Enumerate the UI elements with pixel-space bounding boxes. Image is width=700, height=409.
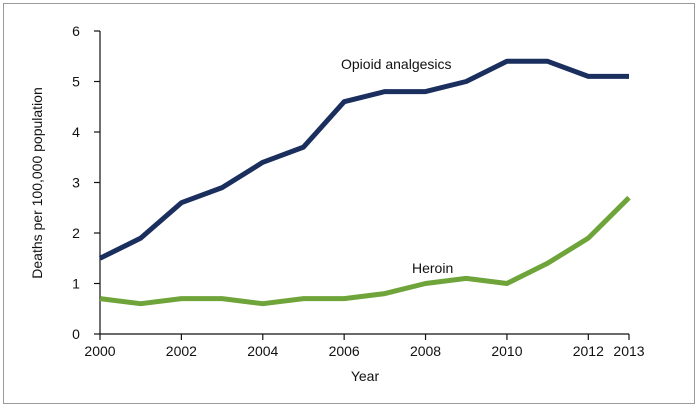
series-line-heroin <box>99 195 631 307</box>
y-tick-label: 1 <box>72 276 80 292</box>
series-line-opioid-analgesics <box>98 58 629 261</box>
x-tick-label: 2010 <box>491 343 522 359</box>
y-tick-label: 2 <box>72 225 80 241</box>
series-label-heroin: Heroin <box>412 260 453 276</box>
series-labels: Opioid analgesics Heroin <box>341 56 453 276</box>
x-tick-label: 2004 <box>247 343 278 359</box>
x-tick-label: 2012 <box>573 343 604 359</box>
x-ticks: 2000 2002 2004 2006 2008 2010 2012 2013 <box>84 334 645 359</box>
y-tick-label: 4 <box>72 124 80 140</box>
y-ticks: 0 1 2 3 4 5 6 <box>72 23 100 342</box>
x-tick-label: 2000 <box>84 343 115 359</box>
x-axis-title: Year <box>351 368 380 384</box>
y-tick-label: 6 <box>72 23 80 39</box>
x-tick-label: 2008 <box>410 343 441 359</box>
series-label-opioid-analgesics: Opioid analgesics <box>341 56 452 72</box>
y-tick-label: 5 <box>72 74 80 90</box>
x-tick-label: 2013 <box>613 343 644 359</box>
series-lines <box>98 58 631 307</box>
axes <box>99 31 629 335</box>
x-tick-label: 2002 <box>166 343 197 359</box>
y-axis-title: Deaths per 100,000 population <box>29 87 45 278</box>
x-tick-label: 2006 <box>329 343 360 359</box>
chart-frame <box>3 3 695 404</box>
y-tick-label: 3 <box>72 175 80 191</box>
y-tick-label: 0 <box>72 326 80 342</box>
